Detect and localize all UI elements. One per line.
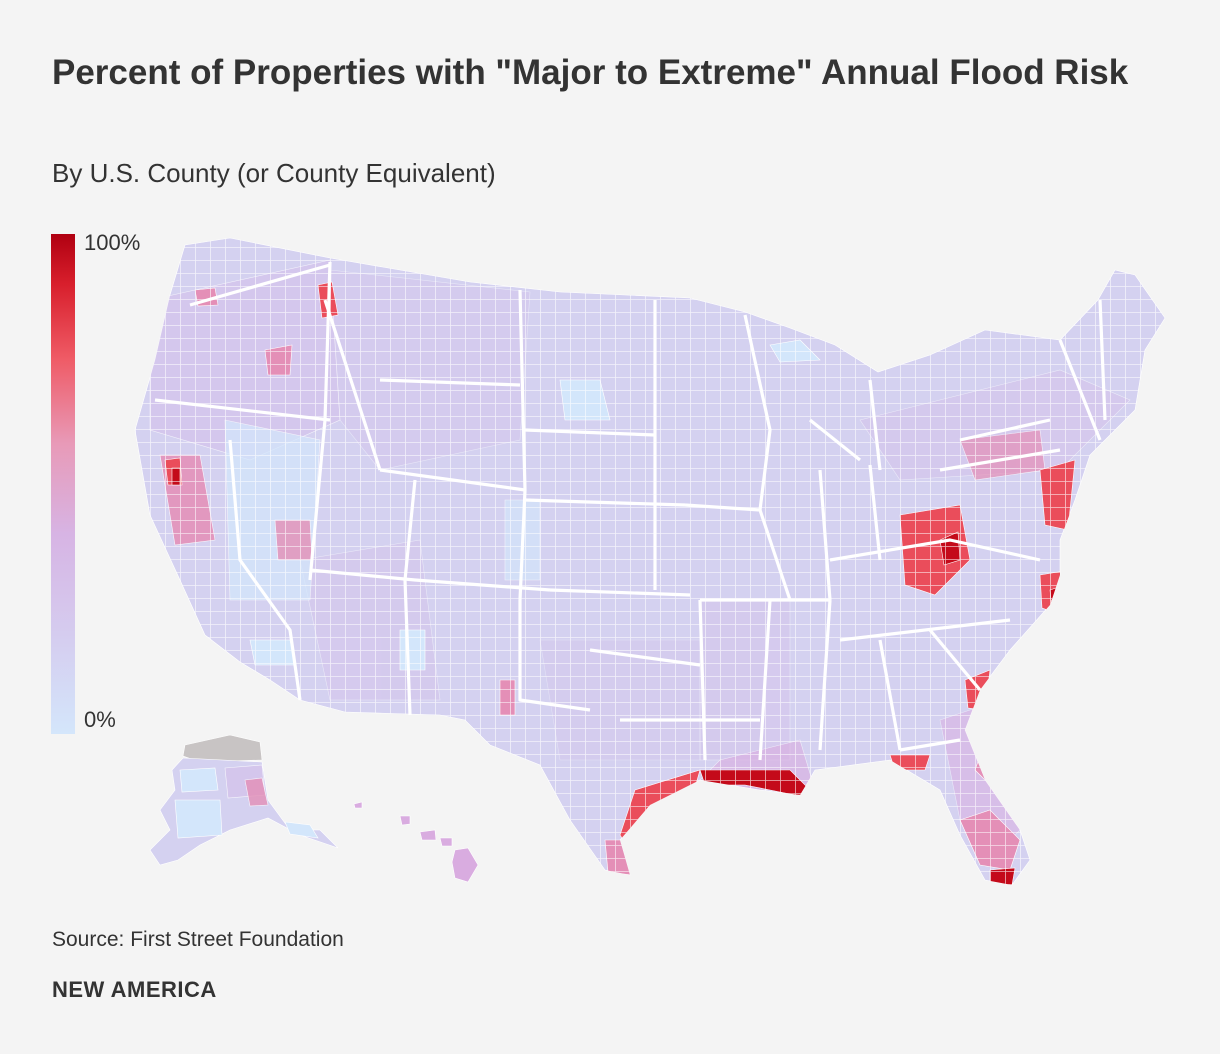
legend-min-label: 0% (84, 707, 116, 732)
alaska (149, 734, 339, 866)
brand-logo: NEW AMERICA (52, 977, 217, 1002)
chart-title: Percent of Properties with "Major to Ext… (52, 53, 1129, 92)
chart-subtitle: By U.S. County (or County Equivalent) (52, 158, 496, 188)
source-note: Source: First Street Foundation (52, 928, 344, 951)
legend-color-bar (51, 234, 75, 734)
hawaii (353, 801, 479, 883)
legend-max-label: 100% (84, 230, 141, 255)
contiguous-us (134, 237, 1166, 886)
